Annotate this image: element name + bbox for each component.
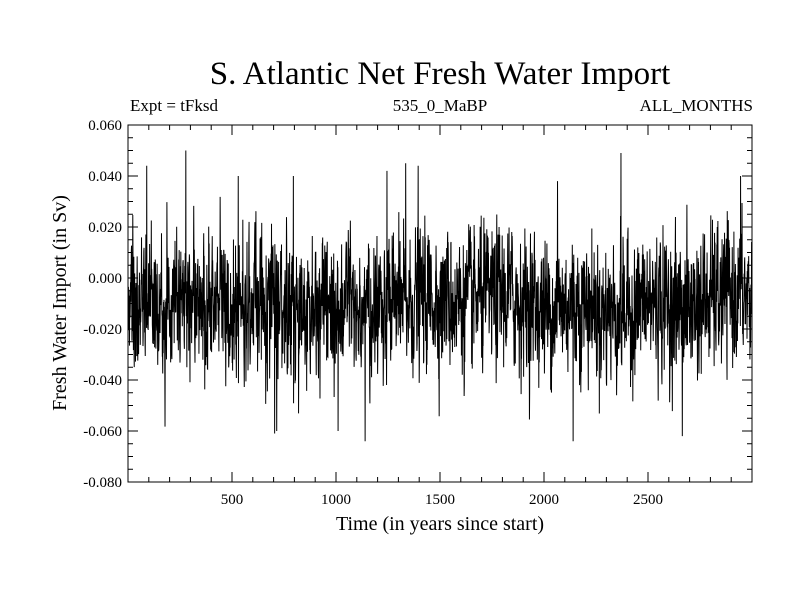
tick-labels: 500 1000 1500 2000 2500 -0.080 -0.060 -0.040 -0.… [83,118,663,508]
y-tick-label: -0.080 [83,475,122,491]
y-axis-label: Fresh Water Import (in Sv) [49,195,71,411]
experiment-label: Expt = tFksd [130,96,218,115]
x-tick-label: 2000 [529,492,559,508]
y-tick-label: -0.020 [83,322,122,338]
y-tick-label: -0.040 [83,373,122,389]
y-tick-label: -0.060 [83,424,122,440]
data-series-line [127,150,753,442]
x-tick-label: 1500 [425,492,455,508]
y-tick-label: 0.060 [88,118,122,134]
x-tick-label: 500 [221,492,244,508]
months-label: ALL_MONTHS [639,96,753,115]
chart-title: S. Atlantic Net Fresh Water Import [209,56,671,92]
x-axis-label: Time (in years since start) [336,513,544,535]
y-tick-label: 0.040 [88,169,122,185]
y-tick-label: 0.020 [88,220,122,236]
period-label: 535_0_MaBP [392,96,488,115]
axis-ticks [128,124,752,483]
x-tick-label: 1000 [321,492,351,508]
x-tick-label: 2500 [633,492,663,508]
y-tick-label: 0.000 [88,271,122,287]
